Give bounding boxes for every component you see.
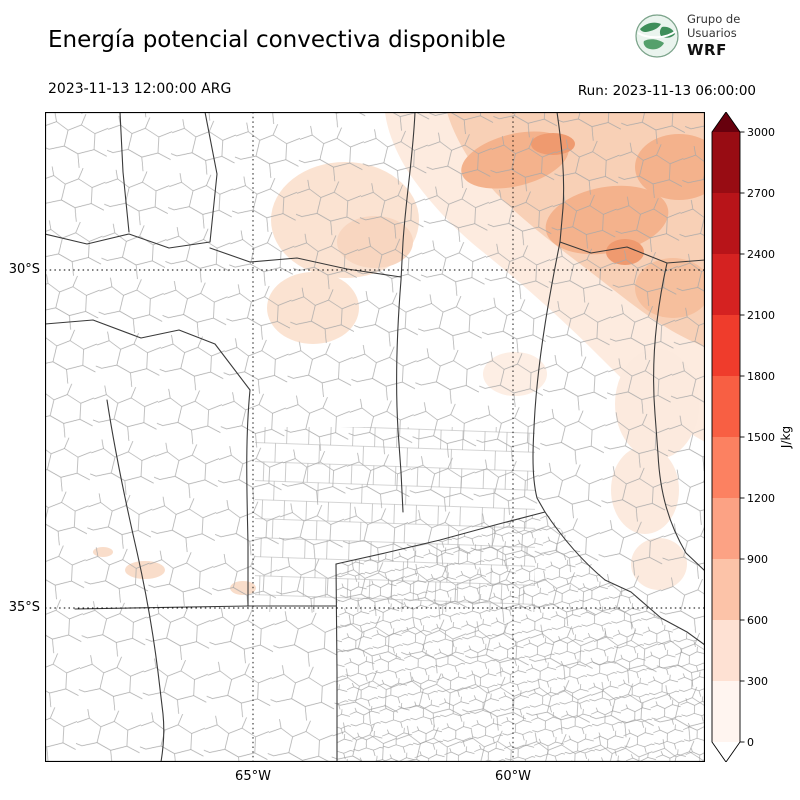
colorbar-segment [712, 559, 740, 620]
valid-time-label: 2023-11-13 12:00:00 ARG [48, 81, 232, 97]
map-border [45, 112, 705, 762]
colorbar-ticks [740, 131, 745, 743]
lon-label-65w: 65°W [235, 769, 271, 784]
colorbar-tick-label: 2100 [747, 309, 775, 322]
colorbar-tick-label: 2700 [747, 187, 775, 200]
colorbar-segment [712, 315, 740, 376]
run-time-label: Run: 2023-11-13 06:00:00 [577, 83, 756, 99]
colorbar-segment [712, 681, 740, 742]
map-canvas [45, 112, 705, 762]
colorbar-under-arrow [712, 742, 740, 762]
colorbar-tick-label: 1800 [747, 370, 775, 383]
colorbar-tick-label: 1200 [747, 492, 775, 505]
buenos-aires-partidos-mesh [336, 512, 705, 762]
province-boundaries [45, 112, 705, 762]
colorbar-segment [712, 193, 740, 254]
logo-line-2: Usuarios [687, 26, 737, 41]
colorbar-tick-label: 3000 [747, 126, 775, 139]
colorbar-segment [712, 437, 740, 498]
wrf-logo-text: Grupo de Usuarios WRF [687, 12, 740, 60]
colorbar-segment [712, 498, 740, 559]
wrf-globe-icon [635, 14, 679, 58]
colorbar-unit-label: J/kg [779, 426, 793, 449]
colorbar-segment [712, 254, 740, 315]
logo-line-1: Grupo de [687, 12, 741, 26]
lon-label-60w: 60°W [495, 769, 531, 784]
lat-label-30s: 30°S [8, 262, 40, 277]
lat-label-35s: 35°S [8, 600, 40, 615]
wrf-logo: Grupo de Usuarios WRF [634, 12, 740, 60]
colorbar-over-arrow [712, 112, 740, 132]
colorbar-segment [712, 132, 740, 193]
page-title: Energía potencial convectiva disponible [48, 27, 506, 53]
colorbar-tick-labels: 3000 2700 2400 2100 1800 1500 1200 900 6… [747, 126, 775, 749]
colorbar: 3000 2700 2400 2100 1800 1500 1200 900 6… [711, 112, 793, 762]
colorbar-tick-label: 300 [747, 675, 768, 688]
colorbar-tick-label: 2400 [747, 248, 775, 261]
colorbar-tick-label: 600 [747, 614, 768, 627]
colorbar-segment [712, 376, 740, 437]
colorbar-tick-label: 0 [747, 736, 754, 749]
colorbar-tick-label: 1500 [747, 431, 775, 444]
logo-line-3: WRF [687, 40, 727, 59]
colorbar-tick-label: 900 [747, 553, 768, 566]
colorbar-segment [712, 620, 740, 681]
graticule [45, 112, 705, 762]
